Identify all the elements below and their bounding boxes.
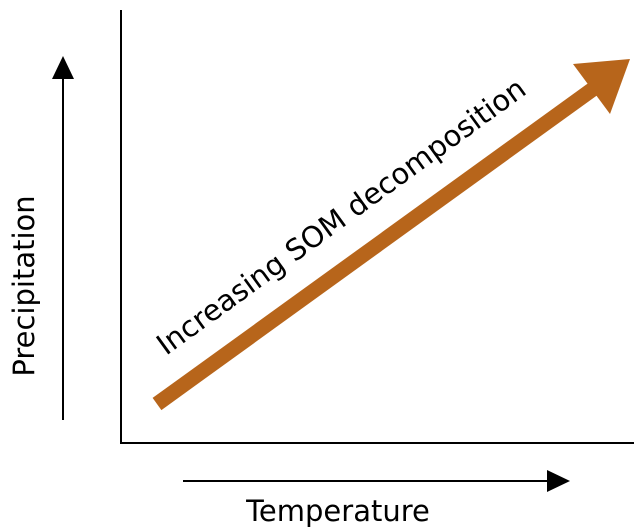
x-axis-label: Temperature bbox=[245, 494, 430, 528]
precipitation-arrow-icon bbox=[52, 56, 74, 420]
temperature-arrow-icon bbox=[183, 470, 570, 492]
trend-label: Increasing SOM decomposition bbox=[150, 71, 532, 362]
y-axis-label: Precipitation bbox=[7, 195, 41, 376]
trend-arrow-icon bbox=[152, 59, 630, 411]
